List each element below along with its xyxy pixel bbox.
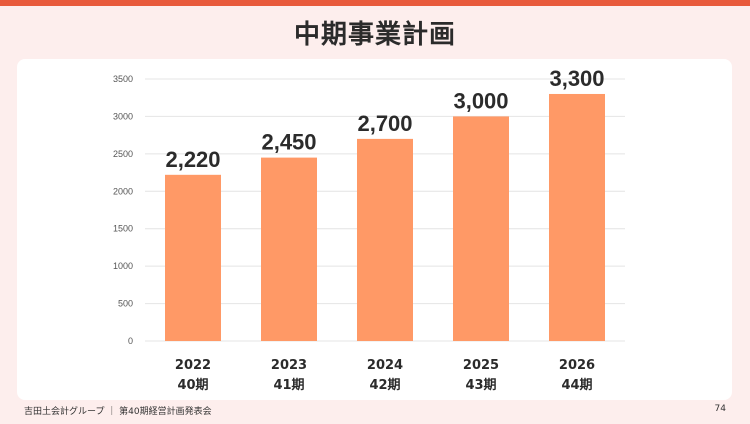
bar-2024 bbox=[357, 138, 413, 341]
y-tick-label: 3000 bbox=[113, 111, 133, 121]
y-tick-label: 2500 bbox=[113, 149, 133, 159]
x-tick-year: 2023 bbox=[271, 358, 307, 373]
bar-2026 bbox=[549, 93, 605, 341]
data-labels: 2,220 2,450 2,700 3,000 3,300 bbox=[165, 66, 604, 172]
y-tick-label: 1000 bbox=[113, 261, 133, 271]
y-tick-label: 1500 bbox=[113, 224, 133, 234]
x-tick-year: 2022 bbox=[175, 358, 211, 373]
page-number: 74 bbox=[714, 404, 726, 414]
top-accent-bar bbox=[0, 0, 750, 6]
data-label-2025: 3,000 bbox=[453, 88, 508, 113]
bar-2023 bbox=[261, 157, 317, 341]
slide-title: 中期事業計画 bbox=[293, 20, 456, 50]
data-label-2022: 2,220 bbox=[165, 147, 220, 172]
x-tick-period: 42期 bbox=[369, 378, 400, 393]
bars bbox=[165, 93, 605, 341]
footer-text: 吉田土会計グループ ｜ 第40期経営計画発表会 bbox=[24, 407, 212, 417]
x-tick-year: 2025 bbox=[463, 358, 499, 373]
x-tick-period: 41期 bbox=[273, 378, 304, 393]
y-tick-label: 0 bbox=[128, 336, 133, 346]
x-tick-year: 2026 bbox=[559, 358, 595, 373]
x-tick-year: 2024 bbox=[367, 358, 403, 373]
x-tick-period: 43期 bbox=[465, 378, 496, 393]
y-tick-label: 500 bbox=[118, 299, 133, 309]
x-tick-period: 40期 bbox=[177, 378, 208, 393]
x-tick-period: 44期 bbox=[561, 378, 592, 393]
y-tick-label: 2000 bbox=[113, 186, 133, 196]
data-label-2024: 2,700 bbox=[357, 111, 412, 136]
y-tick-label: 3500 bbox=[113, 74, 133, 84]
y-axis-ticks: 0 500 1000 1500 2000 2500 3000 3500 bbox=[113, 74, 133, 346]
bar-2022 bbox=[165, 174, 221, 341]
data-label-2023: 2,450 bbox=[261, 130, 316, 155]
bar-2025 bbox=[453, 116, 509, 341]
data-label-2026: 3,300 bbox=[549, 66, 604, 91]
category-labels: 2022 40期 2023 41期 2024 42期 2025 43期 2026 44期 bbox=[175, 358, 595, 393]
